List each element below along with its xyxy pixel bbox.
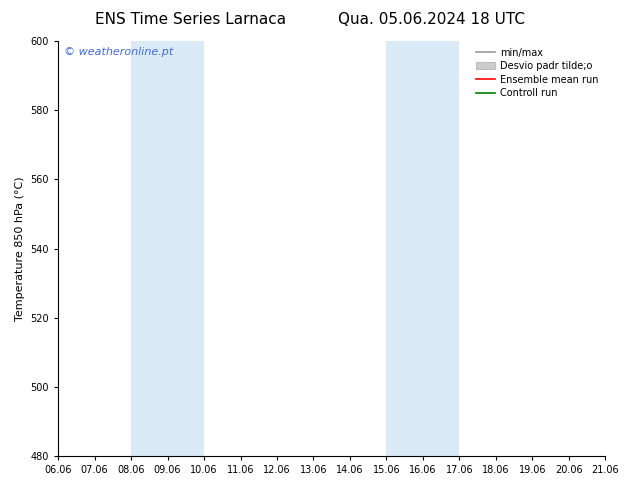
Text: Qua. 05.06.2024 18 UTC: Qua. 05.06.2024 18 UTC: [338, 12, 524, 27]
Bar: [386, 41, 459, 456]
Bar: [131, 41, 204, 456]
Text: © weatheronline.pt: © weatheronline.pt: [63, 47, 173, 57]
Legend: min/max, Desvio padr tilde;o, Ensemble mean run, Controll run: min/max, Desvio padr tilde;o, Ensemble m…: [474, 46, 600, 100]
Y-axis label: Temperature 850 hPa (°C): Temperature 850 hPa (°C): [15, 176, 25, 321]
Text: ENS Time Series Larnaca: ENS Time Series Larnaca: [94, 12, 286, 27]
